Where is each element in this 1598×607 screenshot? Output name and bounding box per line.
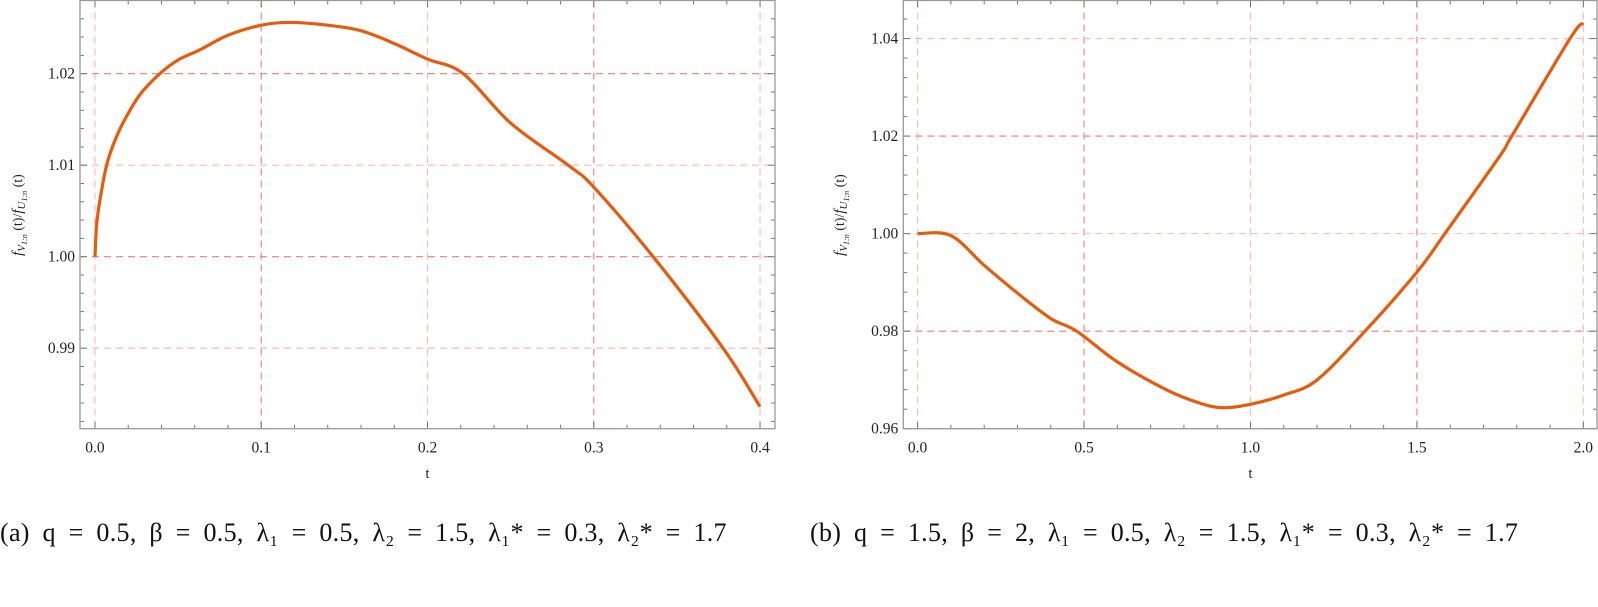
x-tick-label: 0.1 xyxy=(252,440,271,457)
y-axis-label-part: (t)/ xyxy=(11,214,26,235)
y-axis-label-part: 1:n xyxy=(842,234,851,245)
y-axis-label-part: f xyxy=(10,208,26,214)
series-line xyxy=(93,20,762,408)
y-tick-label: 1.04 xyxy=(871,31,898,48)
x-tick-label: 0.3 xyxy=(584,440,604,457)
y-axis-label-part: 1:n xyxy=(20,234,29,245)
y-tick-label: 1.02 xyxy=(871,128,898,145)
y-axis-label-part: (t)/ xyxy=(833,214,848,235)
y-tick-label: 1.02 xyxy=(48,66,75,83)
x-tick-label: 0.5 xyxy=(1074,440,1094,457)
x-tick-label: 0.0 xyxy=(908,440,928,457)
x-tick-label: 0.2 xyxy=(418,440,437,457)
plot-frame xyxy=(79,0,776,430)
y-axis-label-part: U xyxy=(838,200,850,209)
plot-frame xyxy=(902,0,1598,430)
y-axis-label-part: (t) xyxy=(11,174,26,191)
x-tick-label: 0.4 xyxy=(750,440,770,457)
y-axis-label-part: (t) xyxy=(833,174,848,191)
y-axis-label-part: f xyxy=(832,208,848,214)
x-tick-label: 1.5 xyxy=(1407,440,1427,457)
caption-a: (a) q = 0.5, β = 0.5, λ₁ = 0.5, λ₂ = 1.5… xyxy=(0,518,727,547)
x-tick-label: 0.0 xyxy=(85,440,105,457)
y-axis-label: fV1:n (t)/fU1:n (t) xyxy=(832,174,851,256)
x-tick-label: 1.0 xyxy=(1241,440,1261,457)
y-axis-label-part: V xyxy=(838,244,850,252)
chart-b: 0.0 0.5 1.0 1.5 2.00.960.981.001.021.04tfV1:… xyxy=(832,0,1598,482)
y-tick-label: 0.99 xyxy=(48,340,75,357)
y-tick-label: 1.00 xyxy=(871,226,898,243)
y-tick-label: 0.98 xyxy=(871,323,898,340)
caption-b: (b) q = 1.5, β = 2, λ₁ = 0.5, λ₂ = 1.5, … xyxy=(810,518,1519,547)
y-axis-label-part: V xyxy=(16,244,28,252)
y-tick-label: 1.01 xyxy=(48,157,75,174)
y-axis-label-part: U xyxy=(16,200,28,209)
y-tick-label: 1.00 xyxy=(48,249,75,266)
y-axis-label-part: 1:n xyxy=(842,191,851,202)
x-tick-label: 2.0 xyxy=(1574,440,1594,457)
series-line xyxy=(917,21,1585,410)
y-axis-label-part: f xyxy=(10,250,26,256)
y-axis-label: fV1:n (t)/fU1:n (t) xyxy=(10,174,29,256)
y-axis-label-part: 1:n xyxy=(20,191,29,202)
x-axis-label: t xyxy=(425,466,430,482)
y-tick-label: 0.96 xyxy=(871,421,898,438)
x-axis-label: t xyxy=(1248,466,1253,482)
y-axis-label-part: f xyxy=(832,250,848,256)
